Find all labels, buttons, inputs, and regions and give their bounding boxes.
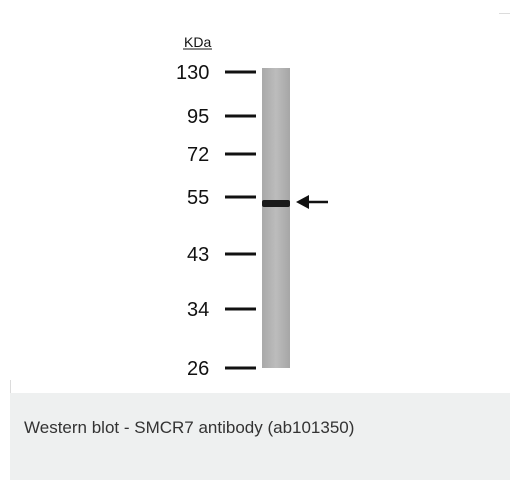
protein-band: [262, 200, 290, 207]
marker-label-34: 34: [187, 299, 209, 321]
figure-caption: Western blot - SMCR7 antibody (ab101350): [24, 418, 354, 438]
marker-label-95: 95: [187, 106, 209, 128]
marker-label-72: 72: [187, 144, 209, 166]
marker-label-55: 55: [187, 187, 209, 209]
unit-label: KDa: [184, 34, 211, 50]
gel-lane: [262, 68, 290, 368]
marker-label-43: 43: [187, 244, 209, 266]
marker-label-26: 26: [187, 358, 209, 380]
marker-label-130: 130: [176, 62, 209, 84]
band-arrow-icon: [296, 195, 309, 209]
